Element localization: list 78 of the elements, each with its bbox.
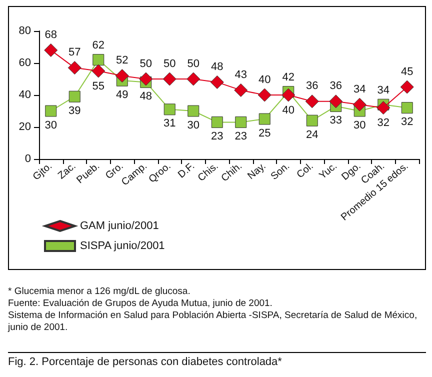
data-label: 32	[377, 117, 390, 130]
y-tick-label: 80	[18, 25, 31, 37]
point	[68, 61, 82, 75]
point	[258, 113, 270, 125]
x-tick-label: Son.	[269, 160, 292, 182]
data-label: 43	[234, 68, 247, 81]
data-label: 57	[68, 46, 81, 59]
point	[400, 80, 414, 94]
data-label: 49	[116, 88, 128, 101]
point	[92, 64, 106, 78]
point	[234, 83, 248, 97]
data-label: 36	[330, 80, 342, 92]
x-tick-label: Chih.	[219, 160, 244, 184]
x-tick-label: Col.	[294, 160, 316, 181]
y-tick-label: 40	[18, 89, 31, 101]
point	[139, 72, 153, 86]
point	[188, 105, 200, 117]
text: Sistema de Información en Salud para Población Abierta -SISPA, Secretaría de Salud de México, junio de 2001.	[8, 310, 418, 334]
legend-label: SISPA junio/2001	[80, 240, 165, 252]
point	[186, 72, 200, 86]
text: * Glucemia menor a 126 mg/dL de glucosa.	[8, 286, 192, 298]
data-label: 42	[282, 72, 294, 84]
data-label: 62	[92, 40, 104, 52]
point	[92, 54, 104, 66]
data-label: 50	[140, 58, 152, 70]
x-tick-label: D.F.	[176, 160, 197, 181]
data-label: 39	[68, 104, 81, 117]
data-label: 30	[44, 119, 57, 132]
x-tick-label: Chis.	[196, 160, 221, 184]
data-label: 30	[354, 119, 366, 132]
data-label: 40	[282, 104, 294, 116]
point	[210, 75, 224, 89]
data-label: 52	[116, 54, 128, 67]
data-label: 36	[306, 80, 318, 92]
data-label: 31	[164, 118, 176, 130]
y-tick-label: 60	[18, 57, 31, 69]
data-label: 34	[377, 84, 390, 96]
x-tick-label: Nay.	[246, 160, 268, 182]
point	[235, 116, 247, 128]
data-label: 48	[211, 60, 224, 73]
point	[44, 43, 58, 57]
data-label: 55	[92, 80, 104, 92]
data-label: 34	[354, 83, 366, 96]
data-label: 40	[258, 74, 271, 86]
point	[45, 105, 57, 117]
point	[282, 88, 296, 102]
data-label: 33	[330, 114, 342, 126]
point	[211, 116, 223, 128]
point	[68, 90, 80, 102]
x-tick-label: Yuc.	[317, 160, 340, 182]
y-tick-label: 20	[18, 121, 31, 133]
y-tick-label: 0	[24, 153, 31, 165]
point	[352, 98, 366, 112]
x-tick-label: Gjto.	[31, 160, 54, 183]
point	[306, 114, 318, 126]
data-label: 50	[164, 58, 176, 70]
data-label: 48	[140, 90, 152, 102]
data-label: 45	[401, 66, 414, 78]
point	[329, 94, 343, 108]
data-label: 23	[234, 130, 247, 142]
source-note: Fuente: Evaluación de Grupos de Ayuda Mutua, junio de 2001.	[8, 298, 274, 310]
data-label: 50	[187, 58, 200, 70]
data-label: 68	[44, 28, 57, 41]
data-label: 24	[306, 128, 318, 141]
legend-label: GAM junio/2001	[80, 220, 159, 232]
data-label: 30	[187, 119, 200, 132]
point	[162, 72, 176, 86]
point	[164, 104, 176, 116]
point	[305, 94, 319, 108]
point	[376, 101, 390, 115]
data-label: 23	[211, 130, 224, 142]
text: Fig. 2. Porcentaje de personas con diabetes controlada*	[8, 352, 426, 368]
point	[115, 69, 129, 83]
data-label: 32	[401, 116, 414, 128]
point	[401, 102, 413, 114]
x-tick-label: Qroo.	[146, 160, 174, 186]
data-label: 25	[258, 127, 271, 140]
point	[258, 88, 272, 102]
